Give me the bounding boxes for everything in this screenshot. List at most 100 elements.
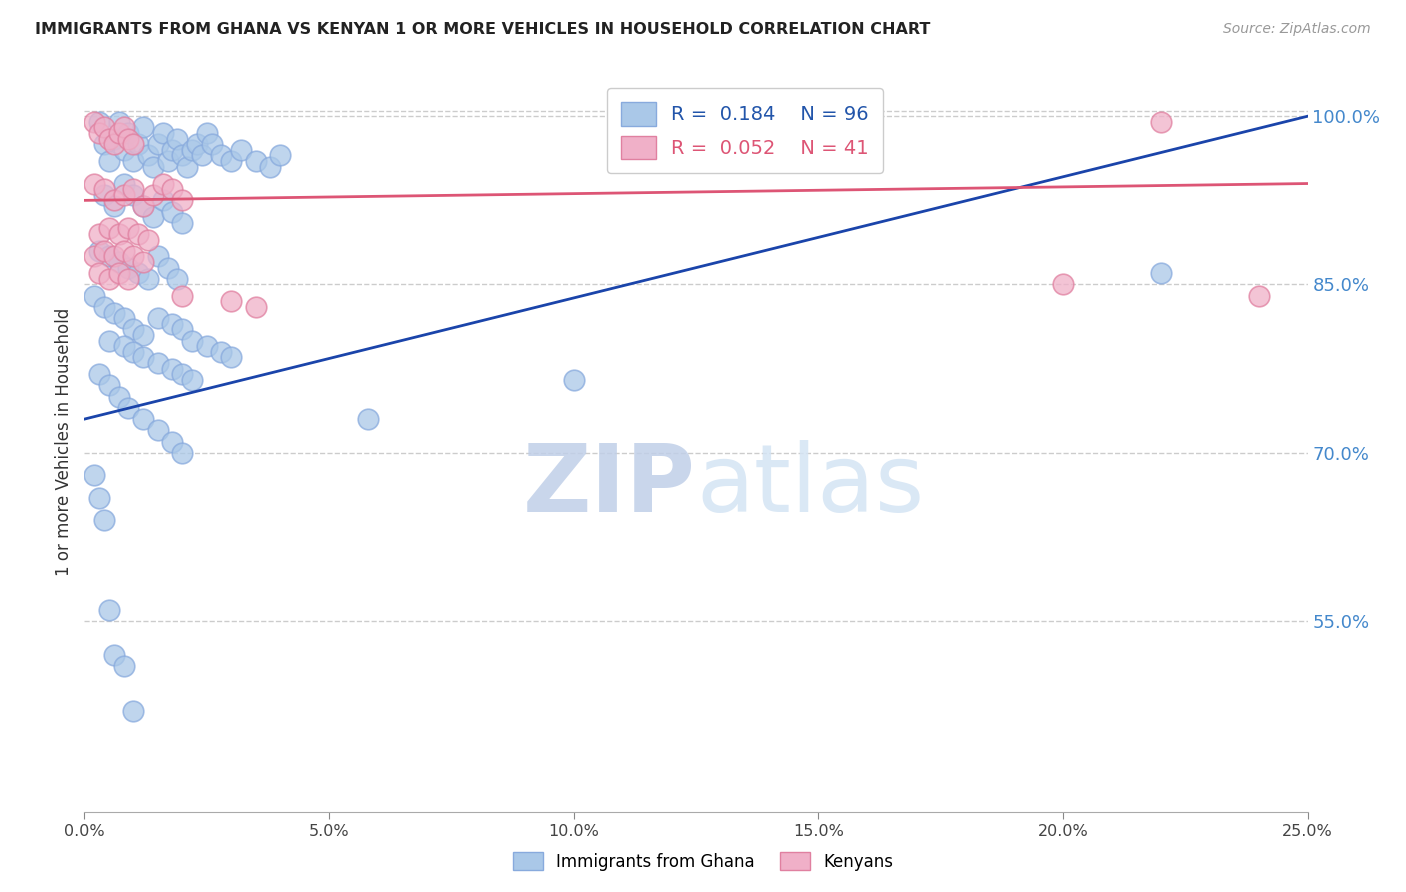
Point: [156, 260, 179, 275]
Point: [142, 187, 165, 202]
Point: [112, 143, 135, 157]
Point: [181, 334, 204, 348]
Point: [83, 289, 105, 303]
Point: [245, 300, 267, 314]
Point: [107, 390, 129, 404]
Point: [127, 137, 149, 152]
Point: [103, 250, 125, 264]
Point: [200, 137, 222, 152]
Point: [97, 221, 120, 235]
Point: [172, 194, 194, 208]
Point: [162, 434, 184, 449]
Point: [172, 322, 194, 336]
Point: [146, 423, 169, 437]
Point: [97, 131, 120, 145]
Point: [156, 154, 179, 169]
Point: [132, 328, 155, 343]
Point: [1247, 289, 1270, 303]
Point: [87, 266, 110, 280]
Point: [97, 154, 120, 169]
Point: [117, 221, 139, 235]
Point: [103, 305, 125, 319]
Point: [83, 115, 105, 129]
Point: [117, 131, 139, 145]
Point: [103, 137, 125, 152]
Point: [162, 361, 184, 376]
Point: [107, 126, 129, 140]
Point: [259, 160, 281, 174]
Point: [229, 143, 252, 157]
Point: [152, 194, 174, 208]
Point: [132, 412, 155, 426]
Point: [122, 704, 145, 718]
Point: [87, 115, 110, 129]
Point: [142, 160, 165, 174]
Point: [132, 199, 155, 213]
Point: [132, 199, 155, 213]
Point: [136, 148, 159, 162]
Point: [136, 233, 159, 247]
Point: [93, 137, 115, 152]
Point: [245, 154, 267, 169]
Point: [269, 148, 291, 162]
Point: [172, 289, 194, 303]
Point: [191, 148, 214, 162]
Point: [122, 154, 145, 169]
Point: [107, 266, 129, 280]
Point: [162, 317, 184, 331]
Point: [142, 210, 165, 224]
Point: [112, 120, 135, 135]
Point: [87, 126, 110, 140]
Point: [172, 216, 194, 230]
Text: ZIP: ZIP: [523, 440, 696, 532]
Legend: Immigrants from Ghana, Kenyans: Immigrants from Ghana, Kenyans: [505, 844, 901, 880]
Point: [219, 154, 242, 169]
Point: [209, 148, 232, 162]
Text: IMMIGRANTS FROM GHANA VS KENYAN 1 OR MORE VEHICLES IN HOUSEHOLD CORRELATION CHAR: IMMIGRANTS FROM GHANA VS KENYAN 1 OR MOR…: [35, 22, 931, 37]
Point: [146, 137, 169, 152]
Point: [122, 182, 145, 196]
Point: [103, 648, 125, 662]
Point: [87, 227, 110, 241]
Point: [117, 401, 139, 415]
Point: [152, 177, 174, 191]
Point: [87, 368, 110, 382]
Point: [97, 603, 120, 617]
Point: [103, 194, 125, 208]
Point: [103, 131, 125, 145]
Point: [112, 339, 135, 353]
Point: [93, 513, 115, 527]
Point: [83, 177, 105, 191]
Point: [93, 182, 115, 196]
Point: [97, 250, 120, 264]
Point: [195, 339, 218, 353]
Point: [162, 182, 184, 196]
Point: [117, 126, 139, 140]
Point: [1052, 277, 1074, 292]
Point: [132, 120, 155, 135]
Point: [112, 187, 135, 202]
Point: [97, 272, 120, 286]
Point: [172, 368, 194, 382]
Point: [103, 199, 125, 213]
Point: [112, 659, 135, 673]
Point: [122, 344, 145, 359]
Point: [1150, 266, 1173, 280]
Point: [112, 311, 135, 326]
Point: [107, 115, 129, 129]
Point: [146, 356, 169, 370]
Point: [83, 250, 105, 264]
Point: [176, 160, 198, 174]
Point: [117, 260, 139, 275]
Point: [136, 272, 159, 286]
Point: [162, 143, 184, 157]
Point: [219, 294, 242, 309]
Text: Source: ZipAtlas.com: Source: ZipAtlas.com: [1223, 22, 1371, 37]
Point: [122, 322, 145, 336]
Point: [186, 137, 208, 152]
Point: [93, 120, 115, 135]
Point: [83, 468, 105, 483]
Point: [122, 187, 145, 202]
Point: [195, 126, 218, 140]
Point: [146, 311, 169, 326]
